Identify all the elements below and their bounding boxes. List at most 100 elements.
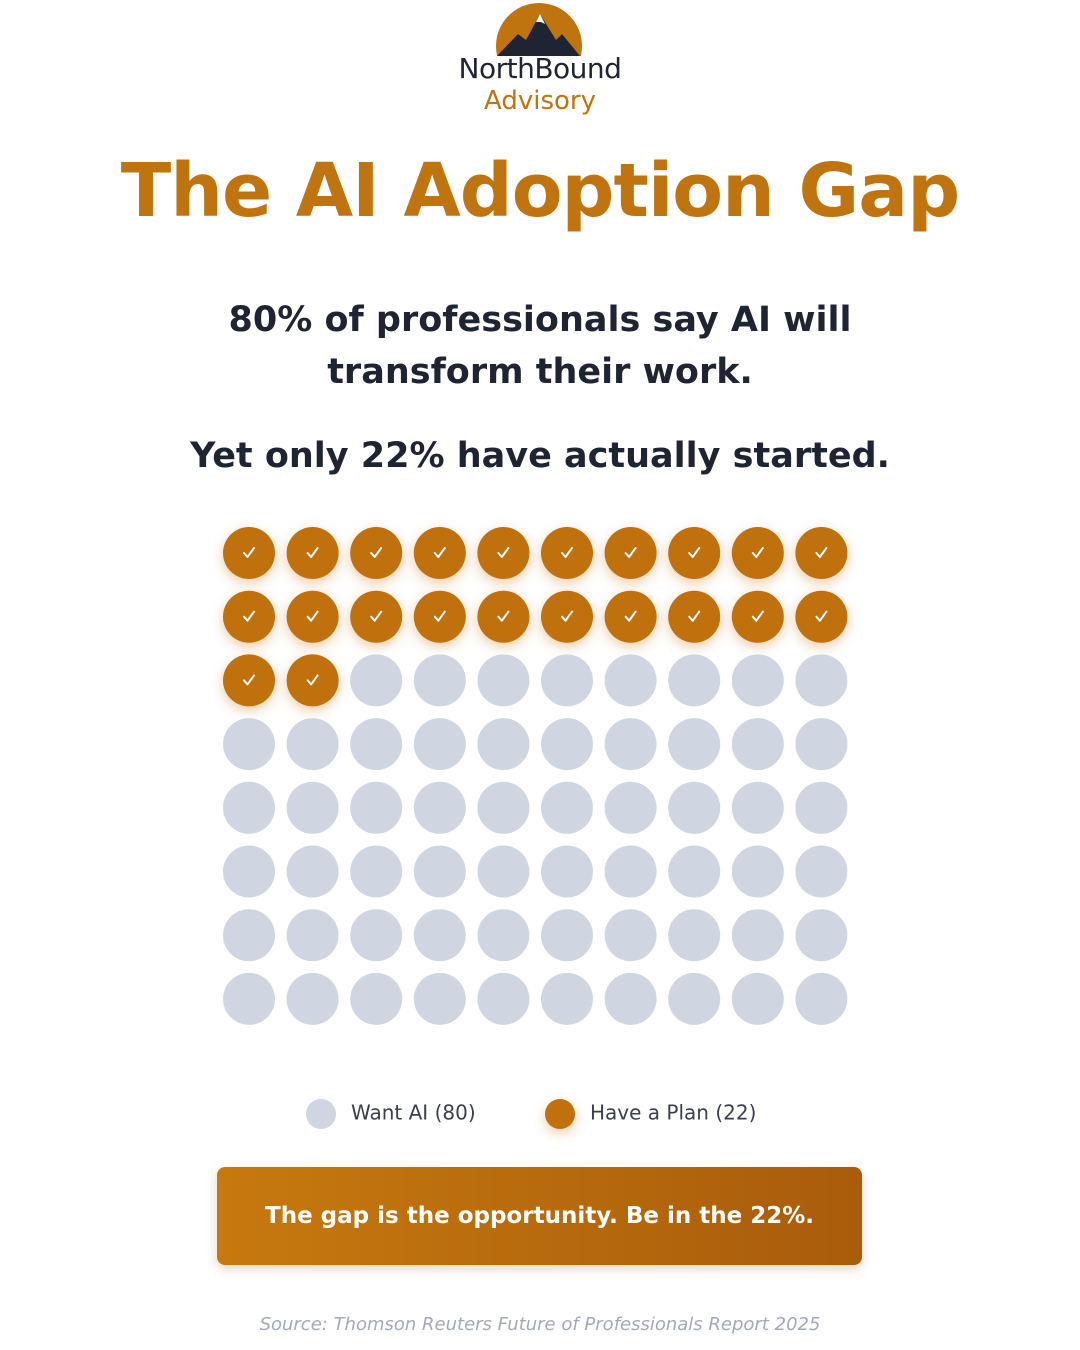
check-icon: [370, 547, 383, 558]
waffle-dot: [604, 718, 657, 771]
brand-sub: Advisory: [484, 86, 596, 116]
check-icon: [815, 610, 828, 622]
check-icon: [243, 674, 255, 686]
waffle-dot: [413, 718, 466, 771]
waffle-dot: [731, 781, 784, 834]
title: The AI Adoption Gap: [120, 148, 960, 234]
check-icon: [497, 547, 510, 558]
waffle-dot: [223, 972, 275, 1025]
check-icon: [688, 610, 701, 622]
waffle-dot: [668, 845, 721, 898]
waffle-dot: [541, 718, 593, 771]
waffle-dot-filled: [223, 654, 275, 707]
waffle-dot: [477, 972, 530, 1025]
waffle-dot: [477, 845, 530, 898]
brand: NorthBound: [458, 52, 622, 85]
waffle-dot: [604, 781, 657, 834]
waffle-dot: [350, 781, 403, 834]
waffle-dot: [286, 718, 339, 771]
waffle-dot-filled: [286, 590, 339, 643]
waffle-dot: [541, 972, 593, 1025]
waffle-dot: [350, 845, 403, 898]
waffle-dot: [413, 845, 466, 898]
waffle-dot: [795, 909, 848, 962]
waffle-dot: [413, 909, 466, 962]
waffle-dot-filled: [541, 527, 593, 579]
subtitle-2: Yet only 22% have actually started.: [190, 436, 890, 476]
check-icon: [815, 547, 828, 558]
waffle-dot-filled: [795, 590, 848, 643]
waffle-dot: [350, 972, 403, 1025]
waffle-dot: [795, 781, 848, 834]
waffle-dot: [541, 845, 593, 898]
logo-snow: [536, 14, 545, 24]
waffle-dot-filled: [350, 590, 403, 643]
logo: [496, 3, 582, 56]
waffle-dot: [286, 909, 339, 962]
check-icon: [370, 610, 383, 622]
waffle-dot: [477, 654, 530, 707]
waffle-dot: [223, 718, 275, 771]
waffle-dot: [223, 909, 275, 962]
waffle-dot: [223, 781, 275, 834]
waffle-dot: [541, 781, 593, 834]
waffle-dot-filled: [795, 527, 848, 579]
waffle-dot: [286, 781, 339, 834]
check-icon: [751, 610, 764, 622]
waffle-dot: [604, 845, 657, 898]
legend-label: Have a Plan (22): [590, 1101, 756, 1125]
waffle-dot: [413, 972, 466, 1025]
check-icon: [306, 610, 319, 622]
waffle-dot-filled: [223, 590, 275, 643]
check-icon: [306, 674, 319, 686]
check-icon: [751, 547, 764, 558]
waffle-dot-filled: [668, 527, 721, 579]
waffle-dot-filled: [604, 590, 657, 643]
waffle-dot-filled: [223, 527, 275, 579]
waffle-dot: [413, 781, 466, 834]
waffle-dot: [795, 972, 848, 1025]
waffle-dot-filled: [413, 590, 466, 643]
waffle-dot: [604, 654, 657, 707]
waffle-dot: [286, 845, 339, 898]
waffle-dot: [604, 909, 657, 962]
check-icon: [688, 547, 701, 558]
waffle-dot: [731, 654, 784, 707]
waffle-dot: [795, 718, 848, 771]
check-icon: [497, 610, 510, 622]
waffle-dot: [350, 718, 403, 771]
check-icon: [306, 547, 319, 558]
waffle-dot: [477, 909, 530, 962]
legend-label: Want AI (80): [351, 1101, 476, 1125]
waffle-dot-filled: [541, 590, 593, 643]
check-icon: [624, 547, 637, 558]
legend-swatch: [545, 1099, 575, 1129]
waffle-dot-filled: [286, 654, 339, 707]
legend-swatch: [306, 1099, 336, 1129]
waffle-dot-filled: [731, 527, 784, 579]
waffle-dot: [541, 654, 593, 707]
waffle-dot-filled: [604, 527, 657, 579]
waffle-dot: [668, 718, 721, 771]
waffle-dot: [668, 972, 721, 1025]
waffle-dot: [541, 909, 593, 962]
waffle-dot: [731, 845, 784, 898]
waffle-dot-filled: [350, 527, 403, 579]
waffle-dot-filled: [477, 590, 530, 643]
waffle-dot: [731, 718, 784, 771]
waffle-dot: [477, 718, 530, 771]
waffle-dot: [795, 845, 848, 898]
waffle-dot: [731, 972, 784, 1025]
waffle-dot-filled: [413, 527, 466, 579]
waffle-dot: [668, 654, 721, 707]
waffle-dot: [223, 845, 275, 898]
waffle-dot: [731, 909, 784, 962]
waffle-dot: [668, 909, 721, 962]
waffle-dot-filled: [477, 527, 530, 579]
source: Source: Thomson Reuters Future of Profes…: [259, 1314, 821, 1335]
waffle-dot-filled: [668, 590, 721, 643]
callout: The gap is the opportunity. Be in the 22…: [217, 1167, 862, 1265]
check-icon: [561, 610, 573, 622]
subtitle: 80% of professionals say AI will transfo…: [228, 300, 852, 392]
